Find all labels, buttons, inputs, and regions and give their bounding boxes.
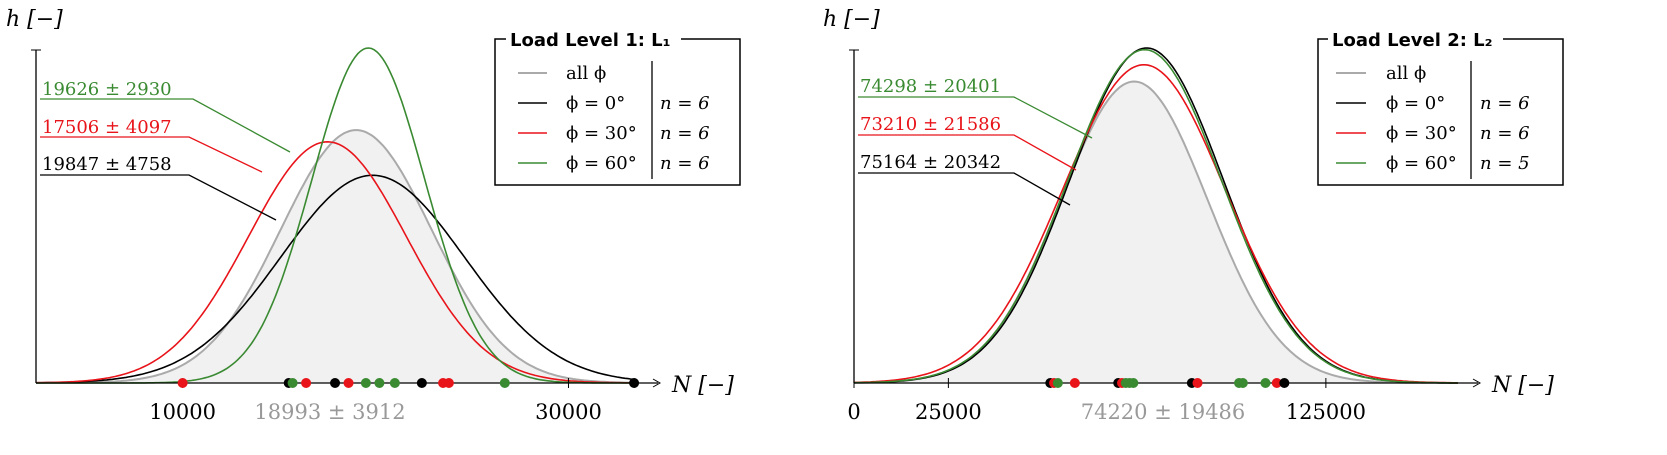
legend-title-bg <box>1328 36 1503 42</box>
legend-entry-n: n = 6 <box>660 153 710 174</box>
series-stat-label: 73210 ± 21586 <box>860 114 1001 135</box>
sample-point <box>177 378 188 388</box>
sample-point <box>499 378 510 388</box>
series-stat-label: 17506 ± 4097 <box>42 117 172 138</box>
y-axis-label: h [−] <box>6 7 63 32</box>
series-stat-leader <box>40 98 291 153</box>
legend-box <box>494 38 741 186</box>
legend-entry-label: all ϕ <box>566 63 606 84</box>
sample-point <box>1069 378 1080 388</box>
legend-entry-n: n = 6 <box>1480 93 1530 114</box>
series-line-3 <box>854 48 1458 384</box>
series-stat-label: 74298 ± 20401 <box>860 76 1001 97</box>
series-stat-leader <box>40 174 277 221</box>
sample-point <box>416 378 427 388</box>
sample-point <box>343 378 354 388</box>
legend-entry-label: ϕ = 0° <box>1386 93 1445 114</box>
legend: Load Level 2: L₂ all ϕ ϕ = 0° n = 6 ϕ = 30° n… <box>1317 30 1564 186</box>
legend: Load Level 1: L₁ all ϕ ϕ = 0° n = 6 ϕ = 30° n… <box>494 30 741 186</box>
legend-entry-n: n = 6 <box>660 123 710 144</box>
sample-point <box>1192 378 1203 388</box>
series-fill-0 <box>36 130 636 383</box>
series-stat-label: 75164 ± 20342 <box>860 152 1001 173</box>
legend-entry-n: n = 6 <box>660 93 710 114</box>
series-stat-leader <box>858 96 1093 139</box>
overall-stat-label: 18993 ± 3912 <box>254 400 405 424</box>
sample-point <box>443 378 454 388</box>
x-tick-label: 25000 <box>915 400 982 424</box>
series-fill-0 <box>854 81 1458 383</box>
legend-entry-label: ϕ = 30° <box>566 123 637 144</box>
x-tick-label: 125000 <box>1286 400 1366 424</box>
x-tick-label: 30000 <box>535 400 602 424</box>
sample-point <box>1279 378 1290 388</box>
legend-entry-label: ϕ = 60° <box>1386 153 1457 174</box>
legend-title: Load Level 2: L₂ <box>1332 30 1493 51</box>
x-axis-label: N [−] <box>1491 373 1554 398</box>
legend-entry-n: n = 5 <box>1480 153 1530 174</box>
sample-point <box>301 378 312 388</box>
sample-point <box>1271 378 1282 388</box>
legend-entry-label: ϕ = 60° <box>566 153 637 174</box>
series-stat-label: 19847 ± 4758 <box>42 154 172 175</box>
chart-panel-1: h [−] N [−] 10000 30000 18993 ± 3912 19626 ± … <box>6 7 741 424</box>
chart-panel-2: h [−] N [−] 0 25000 125000 74220 ± 19486 74298… <box>823 7 1564 424</box>
x-axis-label: N [−] <box>671 373 734 398</box>
sample-point <box>1128 378 1139 388</box>
series-line-0 <box>36 129 636 384</box>
sample-point <box>389 378 400 388</box>
sample-point <box>330 378 341 388</box>
series-stat-leader <box>40 136 263 173</box>
x-tick-label: 10000 <box>149 400 216 424</box>
overall-stat-label: 74220 ± 19486 <box>1081 400 1246 424</box>
series-stat-leader <box>858 172 1071 206</box>
series-line-1 <box>35 174 637 384</box>
series-stat-leader <box>858 134 1077 171</box>
legend-box <box>1317 38 1564 186</box>
sample-point <box>287 378 298 388</box>
series-line-2 <box>854 64 1458 384</box>
legend-entry-label: ϕ = 30° <box>1386 123 1457 144</box>
x-axis-arrow <box>1472 378 1482 388</box>
legend-title-bg <box>506 36 681 42</box>
legend-entry-label: ϕ = 0° <box>566 93 625 114</box>
legend-entry-n: n = 6 <box>1480 123 1530 144</box>
sample-point <box>1237 378 1248 388</box>
sample-point <box>360 378 371 388</box>
legend-title: Load Level 1: L₁ <box>510 30 671 51</box>
x-tick-label: 0 <box>847 400 860 424</box>
sample-point <box>1052 378 1063 388</box>
y-axis-label: h [−] <box>823 7 880 32</box>
sample-point <box>1260 378 1271 388</box>
series-stat-label: 19626 ± 2930 <box>42 79 172 100</box>
sample-point <box>374 378 385 388</box>
series-line-2 <box>36 140 636 384</box>
x-axis-arrow <box>652 378 662 388</box>
sample-point <box>629 378 640 388</box>
legend-entry-label: all ϕ <box>1386 63 1426 84</box>
